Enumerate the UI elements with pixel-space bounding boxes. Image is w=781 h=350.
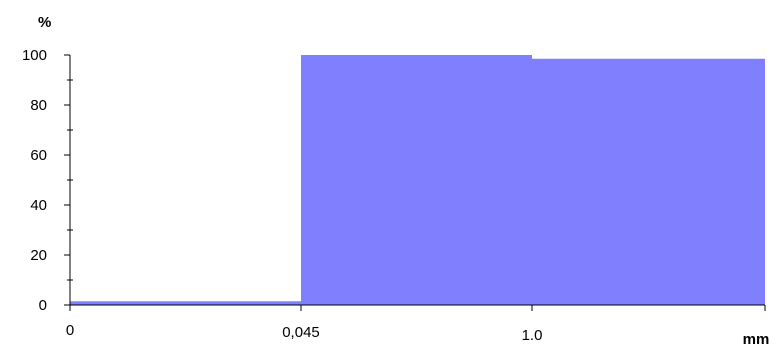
y-tick-label: 80: [30, 97, 47, 114]
y-tick-label: 60: [30, 147, 47, 164]
y-tick-label: 20: [30, 247, 47, 264]
y-tick-label: 0: [39, 297, 47, 314]
bars: [70, 55, 765, 305]
x-axis-ticks: 0 0,045 1.0 mm: [66, 305, 770, 348]
y-tick-label: 40: [30, 197, 47, 214]
bar-1: [70, 301, 301, 305]
bar-2: [301, 55, 532, 305]
y-tick-label: 100: [22, 47, 47, 64]
y-axis-label: %: [38, 14, 51, 31]
x-tick-label: 1.0: [522, 327, 543, 344]
x-tick-label: 0: [66, 322, 74, 339]
x-axis-unit-label: mm: [743, 331, 770, 348]
x-tick-label: 0,045: [282, 324, 320, 341]
bar-3: [532, 58, 765, 305]
y-axis-ticks: 0 20 40 60 80 100: [22, 47, 73, 314]
